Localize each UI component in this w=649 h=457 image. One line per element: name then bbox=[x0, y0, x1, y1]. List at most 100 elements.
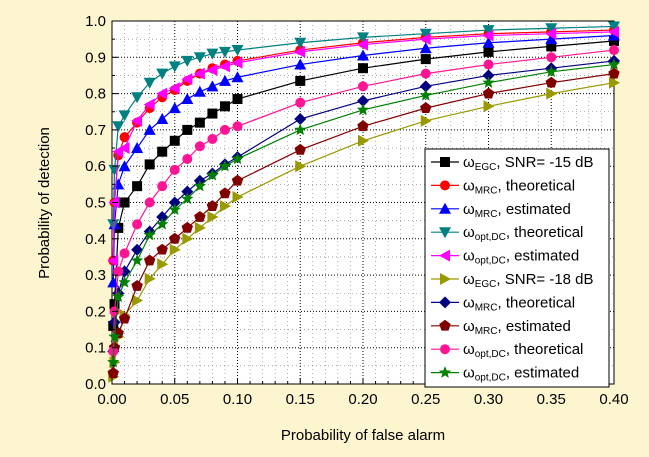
data-point bbox=[130, 254, 144, 266]
data-point bbox=[609, 35, 619, 46]
data-point bbox=[109, 299, 120, 310]
legend-marker bbox=[438, 366, 452, 378]
data-point bbox=[144, 197, 155, 208]
data-point bbox=[420, 54, 431, 65]
y-tick-label: 0.4 bbox=[85, 231, 106, 248]
data-point bbox=[193, 179, 207, 192]
x-tick-label: 0.35 bbox=[537, 391, 566, 408]
legend-marker bbox=[440, 157, 450, 167]
series-layer bbox=[107, 21, 621, 383]
legend-label: ωEGC, SNR= -15 dB bbox=[463, 154, 594, 173]
y-tick-label: 0.2 bbox=[85, 303, 106, 320]
series-9 bbox=[108, 45, 619, 357]
legend-marker bbox=[439, 249, 450, 262]
x-tick-label: 0.40 bbox=[599, 391, 628, 408]
legend-entry: ωopt,DC, theoretical bbox=[431, 341, 583, 360]
legend-marker bbox=[440, 344, 450, 355]
data-point bbox=[218, 60, 230, 73]
legend: ωEGC, SNR= -15 dB ωMRC, theoretical ωMRC, … bbox=[424, 148, 610, 388]
legend-marker bbox=[440, 180, 450, 191]
data-point bbox=[419, 80, 432, 93]
data-point bbox=[156, 217, 169, 230]
data-point bbox=[545, 27, 557, 40]
data-point bbox=[107, 276, 120, 288]
y-tick-label: 0.1 bbox=[85, 340, 106, 357]
data-point bbox=[231, 174, 244, 186]
legend-entry: ωMRC, estimated bbox=[431, 201, 571, 220]
data-point bbox=[181, 185, 194, 198]
x-tick-label: 0.30 bbox=[474, 391, 503, 408]
data-point bbox=[608, 21, 620, 33]
series-4 bbox=[107, 21, 620, 231]
y-tick-label: 0.9 bbox=[85, 49, 106, 66]
data-point bbox=[193, 85, 206, 97]
data-point bbox=[546, 41, 557, 52]
data-point bbox=[483, 59, 494, 70]
x-tick-label: 0.05 bbox=[160, 391, 189, 408]
data-point bbox=[294, 45, 306, 58]
data-point bbox=[107, 355, 120, 368]
data-point bbox=[143, 254, 156, 266]
data-point bbox=[483, 100, 495, 113]
data-point bbox=[358, 134, 369, 147]
data-point bbox=[119, 197, 130, 208]
legend-entry: ωEGC, SNR= -15 dB bbox=[431, 154, 594, 173]
data-point bbox=[546, 87, 558, 100]
data-point bbox=[482, 25, 495, 37]
data-point bbox=[419, 88, 432, 101]
y-tick-label: 0.5 bbox=[85, 195, 106, 212]
data-point bbox=[295, 97, 306, 108]
data-point bbox=[358, 81, 368, 92]
data-point bbox=[206, 64, 218, 77]
data-point bbox=[420, 114, 432, 127]
legend-marker bbox=[439, 227, 451, 239]
data-point bbox=[193, 52, 206, 64]
x-tick-label: 0.25 bbox=[411, 391, 440, 408]
data-point bbox=[131, 142, 144, 154]
data-point bbox=[156, 243, 168, 255]
data-point bbox=[112, 121, 125, 133]
data-point bbox=[206, 168, 219, 181]
data-point bbox=[131, 92, 144, 104]
data-point bbox=[218, 159, 232, 172]
data-point bbox=[169, 243, 181, 256]
data-point bbox=[181, 192, 194, 205]
data-point bbox=[219, 187, 231, 199]
data-point bbox=[143, 228, 156, 241]
legend-label: ωopt,DC, theoretical bbox=[463, 341, 583, 360]
data-point bbox=[357, 38, 368, 51]
legend-entry: ωMRC, estimated bbox=[431, 318, 571, 337]
data-point bbox=[607, 58, 621, 70]
data-point bbox=[119, 248, 130, 259]
data-point bbox=[168, 61, 181, 73]
data-point bbox=[294, 37, 307, 49]
y-tick-label: 0.8 bbox=[85, 86, 106, 103]
data-point bbox=[108, 330, 121, 343]
data-point bbox=[482, 29, 494, 42]
data-point bbox=[168, 196, 181, 209]
data-point bbox=[294, 58, 307, 70]
series-1 bbox=[108, 35, 619, 331]
legend-entry: ωopt,DC, estimated bbox=[431, 248, 579, 267]
data-point bbox=[358, 63, 368, 74]
data-point bbox=[609, 45, 619, 56]
data-point bbox=[113, 266, 124, 277]
data-point bbox=[231, 45, 244, 57]
series-10 bbox=[107, 58, 621, 368]
data-point bbox=[545, 23, 558, 35]
data-point bbox=[112, 290, 125, 303]
data-point bbox=[294, 143, 306, 155]
data-point bbox=[181, 221, 194, 233]
series-5 bbox=[107, 25, 619, 267]
data-point bbox=[118, 142, 130, 155]
series-3 bbox=[107, 29, 620, 288]
data-point bbox=[143, 98, 155, 111]
legend-label: ωopt,DC, estimated bbox=[463, 248, 579, 267]
data-point bbox=[357, 94, 369, 107]
legend-label: ωopt,DC, estimated bbox=[463, 365, 579, 384]
data-point bbox=[608, 67, 620, 79]
data-point bbox=[207, 211, 219, 224]
data-point bbox=[181, 93, 194, 105]
data-point bbox=[131, 114, 143, 127]
data-point bbox=[194, 211, 206, 222]
